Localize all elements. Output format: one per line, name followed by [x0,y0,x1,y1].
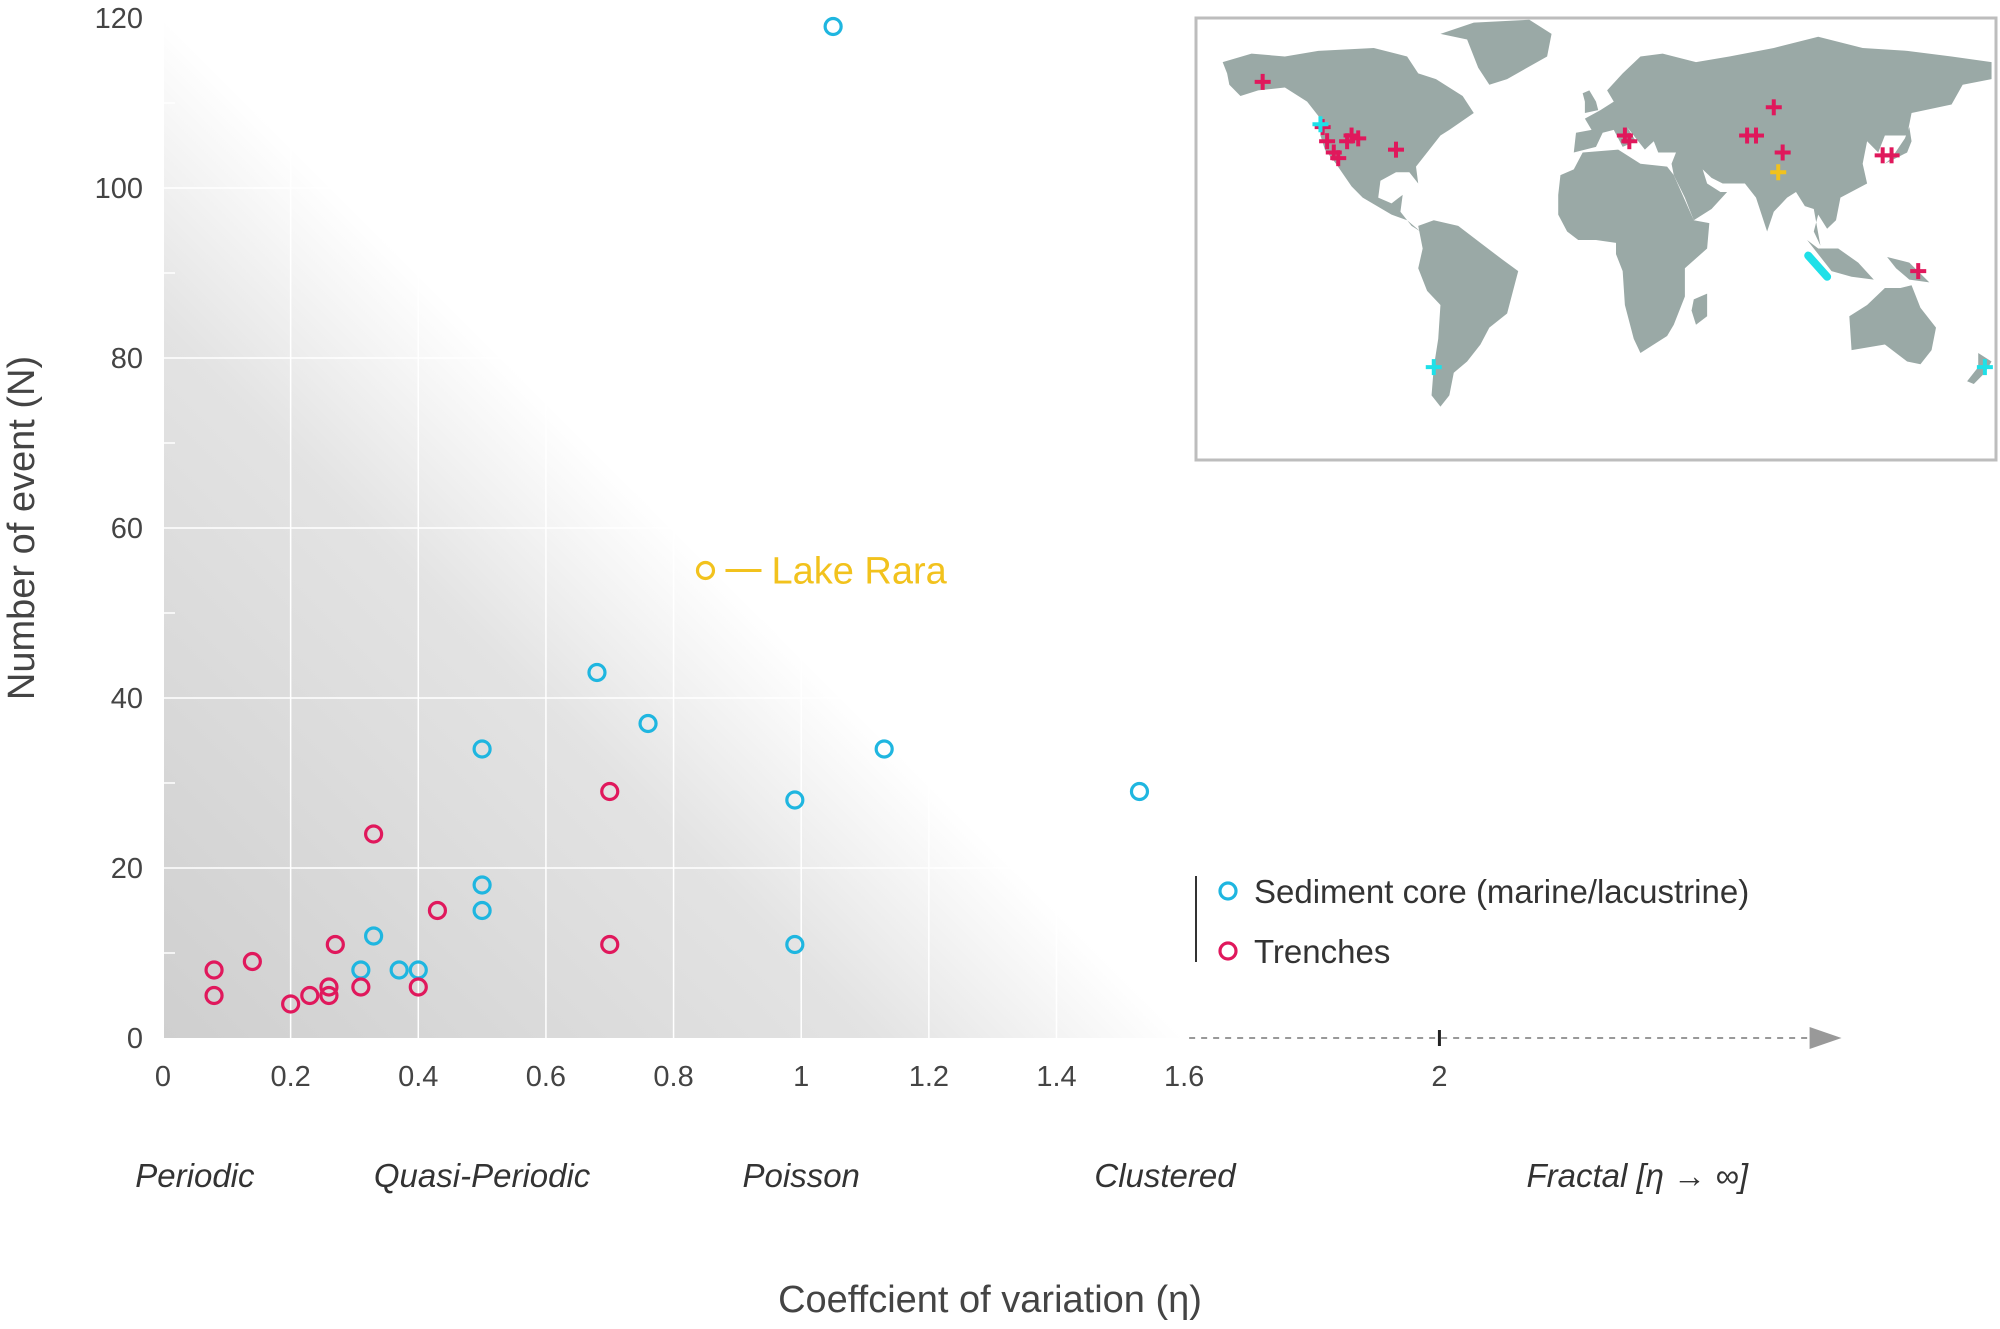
regime-label: Clustered [1094,1157,1237,1194]
trench-point [281,994,301,1014]
x-axis-arrow-icon [1809,1027,1842,1049]
data-marks [204,16,1150,1014]
map-landmass [1418,220,1519,407]
map-plus-marker-icon [1254,73,1271,90]
trench-point [204,960,224,980]
map-plus-marker-icon [1770,164,1787,181]
x-tick-label: 1.4 [1036,1061,1076,1093]
map-landmass [1582,90,1599,113]
map-landmass [1849,285,1936,365]
legend-label: Trenches [1254,933,1390,970]
map-plus-marker-icon [1425,359,1442,376]
map-plus-marker-icon [1910,263,1927,280]
regime-labels: Periodic Quasi-Periodic Poisson Clustered Fr… [135,1157,1749,1194]
trench-point [204,985,224,1006]
map-landmass [1573,36,1992,246]
trench-point [300,985,320,1006]
x-tick-label: 0 [155,1061,171,1093]
trench-point [600,781,620,802]
trench-point [600,934,620,955]
regime-label: Poisson [743,1157,860,1194]
x-tick-label: 1.6 [1164,1061,1204,1093]
map-landmass [1807,240,1874,280]
legend-marker [1218,941,1238,961]
x-tick-label: 0.4 [398,1061,438,1093]
sumatra-track [1804,251,1832,281]
map-plus-marker-icon [1883,147,1900,164]
map-plus-marker-icon [1621,133,1638,150]
regime-label: Quasi-Periodic [374,1157,591,1194]
map-plus-marker-icon [1312,116,1329,133]
regime-label: Fractal [η → ∞] [1526,1157,1748,1194]
x-tick-label: 1 [793,1061,809,1093]
legend-marker [1218,881,1238,901]
trench-point [408,977,428,997]
x-tick-label: 1.2 [909,1061,949,1093]
sediment-core-point [1129,781,1150,802]
trench-point [427,900,448,921]
y-tick-label: 60 [111,513,143,545]
trench-point [364,824,384,844]
map-landmass [1691,293,1708,325]
sediment-core-point [364,926,384,946]
map-plus-marker-icon [1748,127,1764,144]
map-landmass [1440,19,1552,85]
sediment-core-point [638,713,658,734]
map-plus-marker-icon [1976,359,1993,376]
x-tick-label: 0.2 [270,1061,310,1093]
grid-lines [163,17,1185,1038]
sediment-core-point [389,960,409,980]
sediment-core-point [472,739,492,759]
y-axis-title: Number of event (N) [1,356,43,700]
y-tick-label: 40 [111,683,143,715]
trench-point [319,985,339,1006]
map-plus-marker-icon [1314,119,1331,136]
map-plus-marker-icon [1350,130,1367,147]
axes: 0 0.2 0.4 0.6 0.8 1 1.2 1.4 1.6 2020406080100120N… [1,3,1842,1321]
y-tick-label: 0 [127,1023,143,1055]
y-tick-label: 20 [111,853,143,885]
sediment-core-point [785,790,805,810]
trench-point [319,977,339,997]
sediment-core-point [587,662,607,683]
x-tick-label: 0.8 [653,1061,693,1093]
sediment-core-point [823,16,843,37]
x-axis-title: Coeffcient of variation (η) [778,1279,1202,1321]
y-tick-label: 120 [95,3,143,35]
trench-point [351,977,371,997]
y-tick-label: 100 [95,173,143,205]
map-plus-marker-icon [1388,141,1404,158]
map-landmass [1558,149,1710,353]
trench-point [325,934,345,955]
map-plus-marker-icon [1774,144,1791,161]
lake-rara-point [695,560,716,581]
sediment-core-point [874,739,894,759]
inset-world-map [1194,16,1998,462]
lake-rara-annotation: Lake Rara [695,551,948,593]
x-tick-label: 0.6 [526,1061,566,1093]
regime-label: Periodic [135,1157,255,1194]
lake-rara-label: Lake Rara [771,551,947,593]
x-tick-label: 2 [1431,1061,1447,1093]
sediment-core-point [472,875,492,895]
legend-label: Sediment core (marine/lacustrine) [1254,873,1749,910]
sediment-core-point [472,900,492,921]
trench-point [242,951,262,972]
legend: Sediment core (marine/lacustrine) Trenche… [1195,873,1749,970]
sediment-core-point [785,934,805,955]
map-plus-marker-icon [1330,150,1347,167]
y-tick-label: 80 [111,343,143,375]
map-plus-marker-icon [1319,133,1336,150]
map-plus-marker-icon [1765,99,1782,116]
